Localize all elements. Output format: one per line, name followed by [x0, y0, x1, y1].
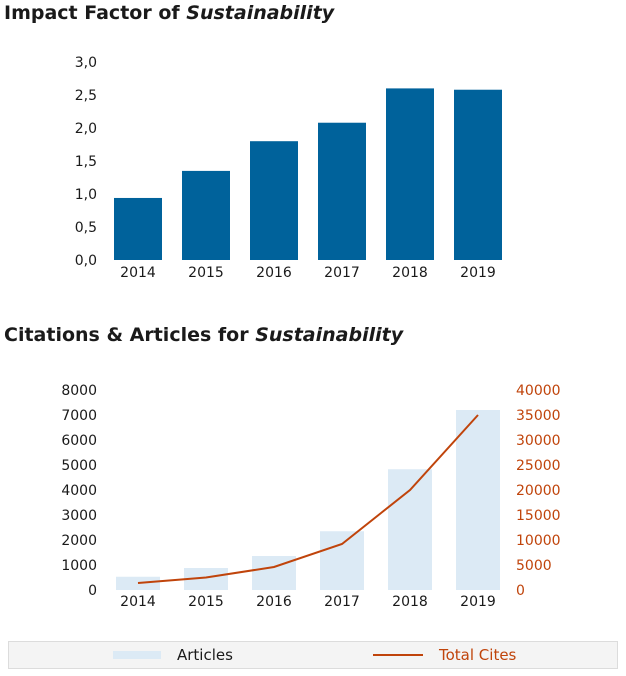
citations-articles-chart: 0 1000 2000 3000 4000 5000 6000 7000 8000 0 5000 10… [61, 383, 561, 610]
impact-factor-chart: 0,0 0,5 1,0 1,5 2,0 2,5 3,0 2014 2015 2016 2017 201… [75, 55, 502, 281]
citations-articles-title-main: Citations & Articles for [4, 324, 256, 346]
y-tick-label: 7000 [61, 408, 97, 424]
x-tick-label: 2018 [392, 594, 428, 610]
articles-bar-2017 [320, 531, 364, 590]
y-tick-label: 0,0 [75, 253, 97, 269]
x-tick-label: 2018 [392, 265, 428, 281]
impact-factor-bar-2016 [250, 141, 298, 260]
impact-factor-title-main: Impact Factor of [4, 2, 187, 24]
y-tick-label: 4000 [61, 483, 97, 499]
x-tick-label: 2017 [324, 594, 360, 610]
y2-tick-label: 30000 [516, 433, 561, 449]
x-tick-label: 2016 [256, 265, 292, 281]
total-cites-line [137, 414, 479, 584]
legend-label-total-cites: Total Cites [439, 646, 517, 664]
x-tick-label: 2015 [188, 594, 224, 610]
impact-factor-bar-2019 [454, 89, 502, 260]
articles-bar-2014 [116, 576, 160, 590]
y-tick-label: 2,5 [75, 88, 97, 104]
y-tick-label: 3,0 [75, 55, 97, 71]
total-cites-swatch [373, 654, 423, 656]
y-tick-label: 8000 [61, 383, 97, 399]
x-tick-label: 2016 [256, 594, 292, 610]
y2-tick-label: 20000 [516, 483, 561, 499]
x-tick-label: 2017 [324, 265, 360, 281]
impact-factor-bar-2015 [182, 170, 230, 260]
x-tick-label: 2015 [188, 265, 224, 281]
y-tick-label: 1,5 [75, 154, 97, 170]
y-tick-label: 1000 [61, 558, 97, 574]
x-tick-label: 2014 [120, 594, 156, 610]
impact-factor-title-italic: Sustainability [186, 2, 335, 24]
y-tick-label: 2000 [61, 533, 97, 549]
legend-item-total-cites: Total Cites [373, 646, 516, 664]
legend-label-articles: Articles [177, 646, 233, 664]
y-tick-label: 0,5 [75, 220, 97, 236]
articles-swatch [113, 651, 161, 659]
y2-tick-label: 5000 [516, 558, 552, 574]
impact-factor-bar-2014 [114, 197, 162, 260]
y2-tick-label: 0 [516, 583, 525, 599]
y2-tick-label: 15000 [516, 508, 561, 524]
chart-legend: Articles Total Cites [8, 641, 618, 669]
y-tick-label: 2,0 [75, 121, 97, 137]
citations-articles-title: Citations & Articles for Sustainability [4, 324, 403, 346]
x-tick-label: 2014 [120, 265, 156, 281]
impact-factor-bar-2017 [318, 122, 366, 260]
y2-tick-label: 10000 [516, 533, 561, 549]
y-tick-label: 0 [88, 583, 97, 599]
legend-item-articles: Articles [113, 646, 233, 664]
articles-bar-2019 [456, 410, 500, 590]
y2-tick-label: 35000 [516, 408, 561, 424]
x-tick-label: 2019 [460, 265, 496, 281]
impact-factor-title: Impact Factor of Sustainability [4, 2, 334, 24]
y2-tick-label: 40000 [516, 383, 561, 399]
articles-bar-2015 [184, 568, 228, 590]
articles-bar-2018 [388, 469, 432, 590]
y-tick-label: 5000 [61, 458, 97, 474]
y2-tick-label: 25000 [516, 458, 561, 474]
x-tick-label: 2019 [460, 594, 496, 610]
y-tick-label: 6000 [61, 433, 97, 449]
impact-factor-bar-2018 [386, 88, 434, 261]
y-tick-label: 3000 [61, 508, 97, 524]
y-tick-label: 1,0 [75, 187, 97, 203]
citations-articles-title-italic: Sustainability [255, 324, 404, 346]
